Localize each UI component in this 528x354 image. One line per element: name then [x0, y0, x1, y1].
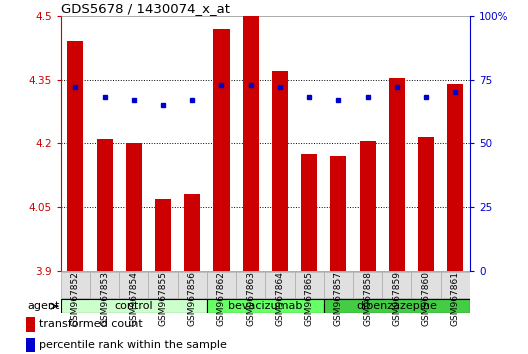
- Bar: [324, 272, 353, 298]
- Bar: [389, 78, 405, 271]
- Bar: [184, 194, 200, 271]
- Text: GSM967854: GSM967854: [129, 271, 138, 326]
- Bar: [382, 272, 411, 298]
- Bar: [353, 272, 382, 298]
- Bar: [61, 299, 207, 313]
- Text: GSM967857: GSM967857: [334, 271, 343, 326]
- Bar: [61, 272, 90, 298]
- Bar: [236, 272, 266, 298]
- Bar: [272, 71, 288, 271]
- Bar: [207, 299, 324, 313]
- Bar: [207, 16, 236, 271]
- Bar: [353, 16, 382, 271]
- Text: GSM967855: GSM967855: [158, 271, 167, 326]
- Bar: [295, 272, 324, 298]
- Text: control: control: [115, 301, 153, 311]
- Text: GSM967859: GSM967859: [392, 271, 401, 326]
- Bar: [324, 16, 353, 271]
- Bar: [207, 272, 236, 298]
- Bar: [411, 272, 441, 298]
- Bar: [148, 272, 177, 298]
- Text: GSM967856: GSM967856: [188, 271, 197, 326]
- Bar: [441, 16, 470, 271]
- Bar: [97, 139, 112, 271]
- Bar: [148, 16, 177, 271]
- Text: GSM967853: GSM967853: [100, 271, 109, 326]
- Bar: [213, 29, 230, 271]
- Bar: [26, 338, 35, 352]
- Bar: [382, 16, 411, 271]
- Bar: [119, 16, 148, 271]
- Bar: [265, 16, 295, 271]
- Bar: [26, 317, 35, 332]
- Text: GSM967861: GSM967861: [451, 271, 460, 326]
- Bar: [67, 41, 83, 271]
- Bar: [90, 272, 119, 298]
- Bar: [360, 141, 375, 271]
- Bar: [61, 16, 90, 271]
- Bar: [126, 143, 142, 271]
- Text: dibenzazepine: dibenzazepine: [356, 301, 437, 311]
- Bar: [447, 84, 464, 271]
- Bar: [177, 272, 207, 298]
- Bar: [90, 16, 119, 271]
- Text: GDS5678 / 1430074_x_at: GDS5678 / 1430074_x_at: [61, 2, 230, 15]
- Bar: [441, 272, 470, 298]
- Text: GSM967865: GSM967865: [305, 271, 314, 326]
- Text: GSM967858: GSM967858: [363, 271, 372, 326]
- Text: GSM967860: GSM967860: [421, 271, 430, 326]
- Bar: [324, 299, 470, 313]
- Bar: [236, 16, 266, 271]
- Bar: [331, 156, 346, 271]
- Text: GSM967863: GSM967863: [246, 271, 255, 326]
- Bar: [418, 137, 434, 271]
- Bar: [177, 16, 207, 271]
- Bar: [119, 272, 148, 298]
- Text: percentile rank within the sample: percentile rank within the sample: [39, 339, 227, 350]
- Bar: [295, 16, 324, 271]
- Text: agent: agent: [27, 301, 59, 311]
- Bar: [155, 199, 171, 271]
- Bar: [411, 16, 441, 271]
- Text: bevacizumab: bevacizumab: [228, 301, 303, 311]
- Text: GSM967864: GSM967864: [276, 271, 285, 326]
- Bar: [243, 16, 259, 271]
- Text: transformed count: transformed count: [39, 319, 143, 329]
- Text: GSM967852: GSM967852: [71, 271, 80, 326]
- Bar: [265, 272, 295, 298]
- Text: GSM967862: GSM967862: [217, 271, 226, 326]
- Bar: [301, 154, 317, 271]
